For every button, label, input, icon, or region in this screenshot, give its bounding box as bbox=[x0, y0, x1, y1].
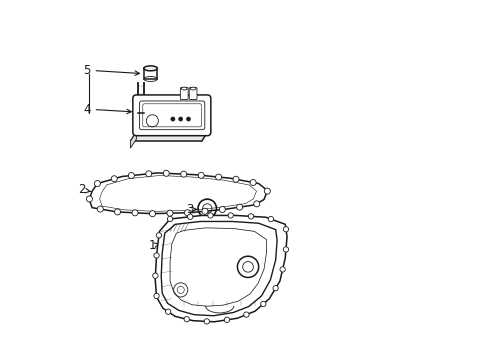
Circle shape bbox=[219, 207, 225, 212]
Circle shape bbox=[163, 170, 169, 176]
FancyBboxPatch shape bbox=[133, 95, 210, 136]
Circle shape bbox=[152, 273, 158, 278]
Circle shape bbox=[154, 293, 159, 298]
Circle shape bbox=[227, 213, 233, 218]
Circle shape bbox=[156, 233, 161, 238]
Circle shape bbox=[243, 312, 248, 317]
Polygon shape bbox=[155, 215, 286, 322]
Circle shape bbox=[149, 211, 155, 217]
Circle shape bbox=[187, 214, 192, 219]
Circle shape bbox=[283, 247, 288, 252]
Text: 5: 5 bbox=[83, 64, 139, 77]
Text: 3: 3 bbox=[186, 203, 196, 216]
Circle shape bbox=[260, 301, 265, 307]
Circle shape bbox=[154, 253, 159, 258]
Circle shape bbox=[111, 176, 117, 182]
Circle shape bbox=[128, 172, 134, 179]
Circle shape bbox=[183, 316, 189, 322]
Circle shape bbox=[224, 317, 229, 323]
Circle shape bbox=[253, 201, 259, 207]
Circle shape bbox=[207, 213, 213, 218]
Circle shape bbox=[167, 216, 172, 222]
Circle shape bbox=[145, 171, 151, 177]
Circle shape bbox=[272, 285, 278, 291]
Circle shape bbox=[268, 216, 273, 222]
Circle shape bbox=[249, 180, 256, 185]
Circle shape bbox=[264, 188, 270, 194]
FancyBboxPatch shape bbox=[180, 87, 188, 100]
Circle shape bbox=[178, 117, 183, 121]
Circle shape bbox=[184, 210, 190, 216]
Ellipse shape bbox=[190, 87, 196, 90]
Circle shape bbox=[203, 319, 209, 324]
Circle shape bbox=[97, 206, 103, 212]
Circle shape bbox=[186, 117, 190, 121]
Bar bbox=[143, 68, 157, 79]
Circle shape bbox=[170, 117, 175, 121]
Circle shape bbox=[248, 214, 253, 219]
FancyBboxPatch shape bbox=[189, 87, 197, 100]
Ellipse shape bbox=[143, 66, 157, 71]
Circle shape bbox=[283, 226, 288, 232]
Circle shape bbox=[165, 309, 170, 314]
Circle shape bbox=[236, 204, 242, 210]
Text: 2: 2 bbox=[78, 184, 91, 197]
Text: 4: 4 bbox=[83, 103, 131, 116]
Circle shape bbox=[86, 196, 92, 202]
Circle shape bbox=[181, 171, 186, 177]
Circle shape bbox=[114, 209, 121, 215]
Circle shape bbox=[202, 208, 207, 214]
Circle shape bbox=[166, 210, 173, 216]
Ellipse shape bbox=[181, 87, 187, 90]
Circle shape bbox=[280, 267, 285, 272]
Circle shape bbox=[215, 174, 221, 180]
Text: 1: 1 bbox=[148, 239, 159, 252]
Circle shape bbox=[132, 210, 138, 216]
Polygon shape bbox=[130, 132, 136, 148]
Circle shape bbox=[198, 172, 204, 178]
Circle shape bbox=[232, 176, 239, 182]
Circle shape bbox=[94, 180, 100, 186]
Polygon shape bbox=[130, 132, 207, 141]
